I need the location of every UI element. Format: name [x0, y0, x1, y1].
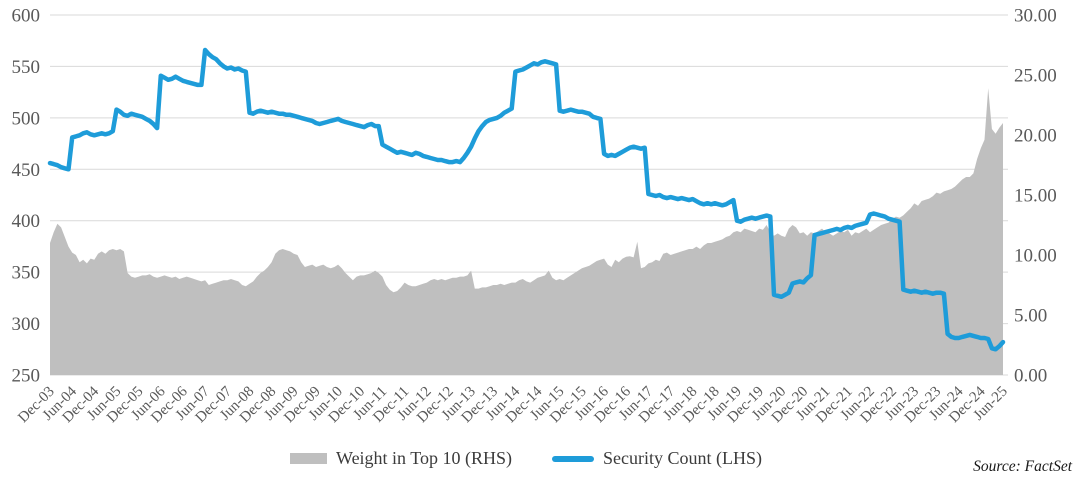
svg-text:300: 300: [12, 314, 41, 335]
area-swatch-icon: [290, 453, 328, 464]
right-axis-labels: 30.00 25.00 20.00 15.00 10.00 5.00 0.00: [1014, 6, 1057, 387]
svg-text:25.00: 25.00: [1014, 66, 1057, 87]
svg-text:10.00: 10.00: [1014, 246, 1057, 267]
svg-text:500: 500: [12, 108, 41, 129]
svg-text:0.00: 0.00: [1014, 366, 1047, 387]
svg-text:5.00: 5.00: [1014, 306, 1047, 327]
legend-label-weight-top10: Weight in Top 10 (RHS): [336, 448, 512, 468]
area-series-weight-top10: [50, 88, 1003, 375]
svg-text:350: 350: [12, 263, 41, 284]
svg-text:250: 250: [12, 366, 41, 387]
legend: Weight in Top 10 (RHS) Security Count (L…: [0, 448, 1052, 469]
svg-text:15.00: 15.00: [1014, 186, 1057, 207]
x-axis-labels: Dec-03Jun-04Dec-04Jun-05Dec-05Jun-06Dec-…: [15, 383, 1011, 426]
legend-item-security-count: Security Count (LHS): [551, 448, 762, 469]
source-note: Source: FactSet: [973, 458, 1072, 475]
left-axis-labels: 600 550 500 450 400 350 300 250: [12, 6, 41, 387]
svg-text:400: 400: [12, 211, 41, 232]
svg-text:550: 550: [12, 57, 41, 78]
legend-label-security-count: Security Count (LHS): [602, 448, 762, 468]
svg-text:450: 450: [12, 160, 41, 181]
svg-text:20.00: 20.00: [1014, 126, 1057, 147]
legend-item-weight-top10: Weight in Top 10 (RHS): [290, 448, 512, 469]
line-swatch-icon: [551, 455, 594, 462]
line-series-security-count: [47, 47, 1006, 352]
svg-text:600: 600: [12, 6, 41, 27]
svg-text:30.00: 30.00: [1014, 6, 1057, 27]
